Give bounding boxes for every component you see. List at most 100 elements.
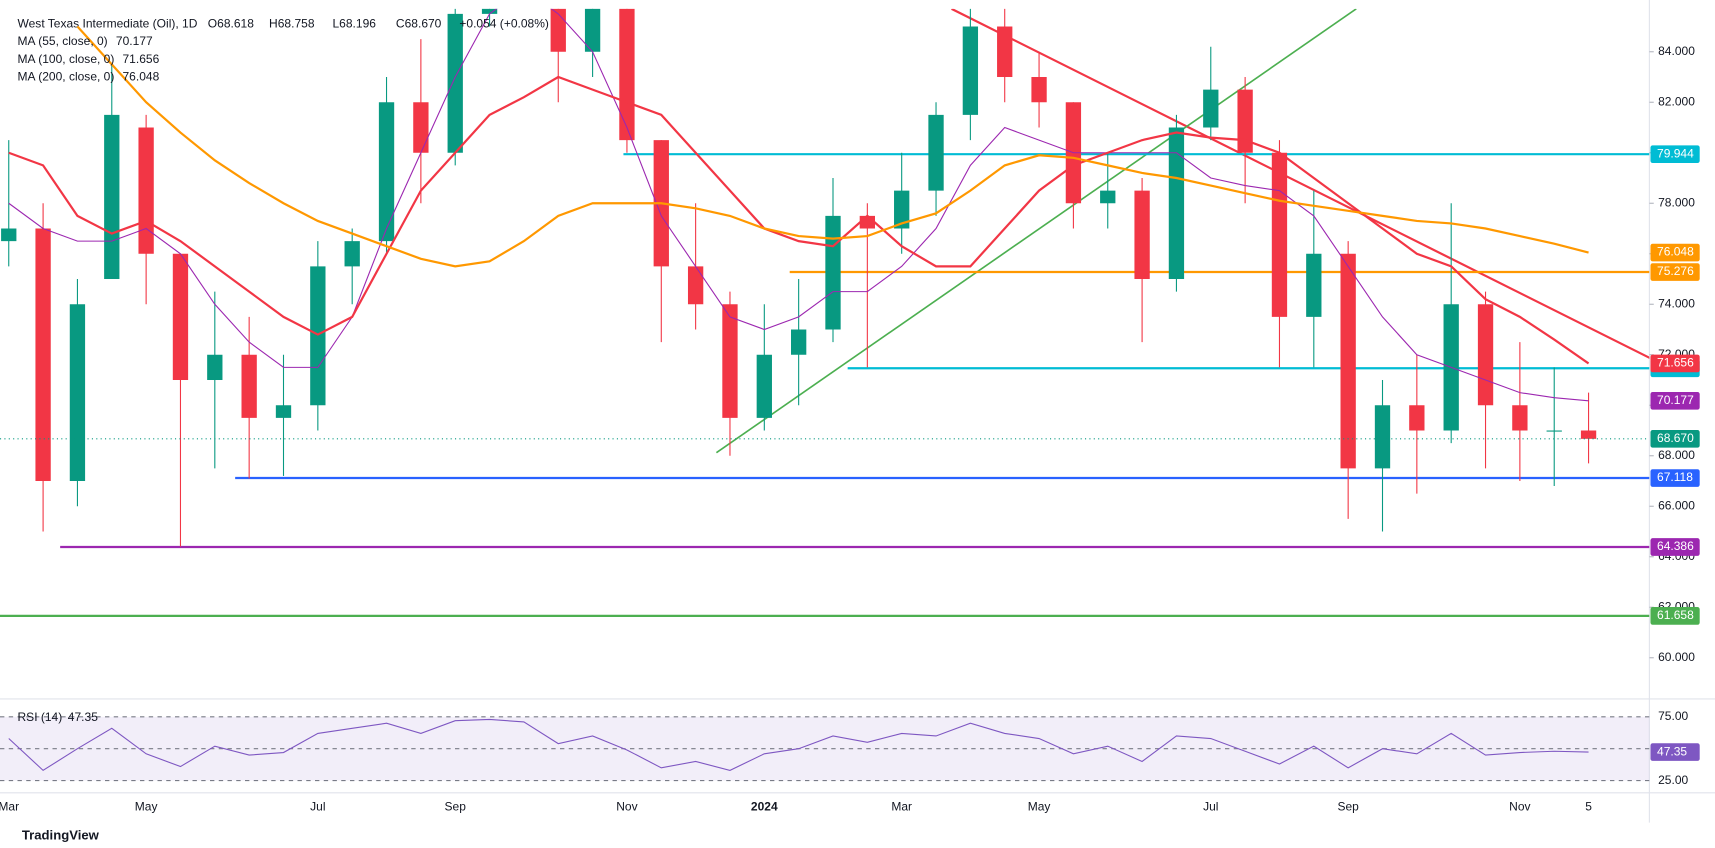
ma-legend-value: 70.177 bbox=[116, 34, 153, 48]
candle-body bbox=[1512, 405, 1528, 431]
rsi-line bbox=[8, 718, 1589, 772]
x-tick-label: Mar bbox=[891, 799, 912, 813]
candle-body bbox=[275, 405, 292, 418]
x-tick-label: Jul bbox=[1203, 799, 1218, 813]
ohlc-value: L68.196 bbox=[332, 16, 376, 30]
candle-body bbox=[1168, 127, 1185, 280]
rsi-legend-value: 47.35 bbox=[68, 710, 98, 724]
candle-body bbox=[1409, 405, 1425, 431]
trend-line bbox=[951, 8, 1650, 359]
x-tick-label: Nov bbox=[1509, 799, 1530, 813]
candle-body bbox=[1546, 430, 1562, 432]
ohlc-value: C68.670 bbox=[396, 16, 442, 30]
moving-average bbox=[8, 75, 1590, 365]
candle-body bbox=[378, 102, 395, 242]
price-badge-label: 70.177 bbox=[1657, 393, 1694, 407]
candle-body bbox=[1477, 304, 1494, 406]
price-badge-label: 71.656 bbox=[1657, 356, 1694, 370]
x-tick-label: Nov bbox=[616, 799, 637, 813]
price-badge bbox=[1650, 243, 1700, 262]
candle-body bbox=[447, 13, 463, 153]
candle-body bbox=[69, 304, 86, 482]
y-tick-label: 68.000 bbox=[1658, 448, 1695, 462]
candle-body bbox=[1271, 152, 1288, 317]
price-badge bbox=[1650, 391, 1700, 410]
candle-body bbox=[413, 102, 429, 153]
rsi-badge-label: 47.35 bbox=[1657, 744, 1687, 758]
x-tick-label: Jul bbox=[310, 799, 325, 813]
candle-body bbox=[1134, 190, 1150, 280]
candle-body bbox=[1306, 253, 1322, 317]
trend-line bbox=[715, 8, 1357, 454]
brand: TradingView bbox=[22, 827, 100, 842]
x-tick-label: Mar bbox=[0, 799, 19, 813]
price-badge-label: 76.048 bbox=[1657, 245, 1694, 259]
candle-body bbox=[35, 228, 51, 482]
candle-body bbox=[104, 114, 120, 280]
price-badge bbox=[1650, 538, 1700, 556]
price-badge-label: 64.386 bbox=[1657, 539, 1694, 553]
x-tick-label: May bbox=[135, 799, 159, 813]
candle-body bbox=[756, 354, 772, 418]
candle-body bbox=[859, 215, 875, 229]
ma-legend-value: 76.048 bbox=[123, 69, 160, 83]
rsi-pane bbox=[0, 716, 1650, 782]
candle-body bbox=[1340, 253, 1356, 469]
price-badge bbox=[1650, 607, 1700, 625]
y-tick-label: 60.000 bbox=[1658, 650, 1695, 664]
ohlc-value: O68.618 bbox=[208, 16, 254, 30]
candle-body bbox=[894, 190, 910, 229]
price-badge-label: 61.658 bbox=[1657, 608, 1694, 622]
candle-body bbox=[1203, 89, 1219, 128]
y-tick-label: 66.000 bbox=[1658, 498, 1695, 512]
ma-legend: MA (100, close, 0) bbox=[18, 52, 115, 66]
moving-average bbox=[8, 8, 1589, 402]
candle-body bbox=[138, 127, 154, 254]
x-tick-label: Sep bbox=[1337, 799, 1359, 813]
rsi-tick-label: 75.00 bbox=[1658, 709, 1688, 723]
candle-body bbox=[997, 26, 1013, 78]
x-tick-label: Sep bbox=[445, 799, 467, 813]
candle-body bbox=[687, 266, 704, 305]
x-tick-label: 5 bbox=[1585, 799, 1592, 813]
candle-body bbox=[1580, 430, 1597, 439]
ma-legend-value: 71.656 bbox=[123, 52, 160, 66]
chart-title: West Texas Intermediate (Oil), 1D bbox=[18, 16, 198, 30]
candle-body bbox=[825, 215, 841, 330]
ma-legend: MA (55, close, 0) bbox=[18, 34, 108, 48]
price-badge-label: 75.276 bbox=[1657, 264, 1694, 278]
candle-body bbox=[962, 26, 979, 115]
rsi-tick-label: 25.00 bbox=[1658, 773, 1688, 787]
price-badge bbox=[1650, 263, 1700, 281]
price-badge-label: 79.944 bbox=[1657, 146, 1694, 160]
ohlc-value: +0.054 (+0.08%) bbox=[459, 16, 549, 30]
candle-body bbox=[241, 354, 257, 418]
candle-body bbox=[619, 8, 635, 141]
main-pane bbox=[0, 8, 1650, 617]
candle-body bbox=[207, 354, 223, 381]
candle-body bbox=[344, 241, 360, 267]
price-badge-label: 67.118 bbox=[1657, 470, 1693, 484]
candle-body bbox=[172, 253, 189, 381]
price-badge bbox=[1650, 354, 1700, 373]
price-badge bbox=[1650, 430, 1700, 448]
candle-body bbox=[722, 304, 738, 418]
price-badge bbox=[1650, 145, 1700, 164]
candle-body bbox=[928, 114, 944, 191]
candle-body bbox=[1, 228, 17, 242]
candle-body bbox=[1100, 190, 1116, 204]
y-tick-label: 84.000 bbox=[1658, 44, 1695, 58]
ma-legend: MA (200, close, 0) bbox=[18, 69, 115, 83]
candle-body bbox=[310, 266, 326, 406]
candle-body bbox=[584, 8, 601, 52]
y-tick-label: 78.000 bbox=[1658, 195, 1695, 209]
candle-body bbox=[1374, 405, 1391, 469]
rsi-legend: RSI (14) bbox=[18, 710, 63, 724]
ohlc-value: H68.758 bbox=[269, 16, 315, 30]
x-tick-label: 2024 bbox=[751, 799, 778, 813]
price-badge bbox=[1650, 469, 1700, 487]
candle-body bbox=[791, 329, 807, 355]
candle-body bbox=[1237, 89, 1253, 153]
